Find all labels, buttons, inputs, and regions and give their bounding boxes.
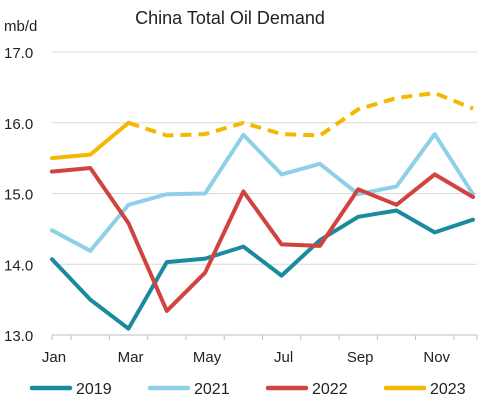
legend-label-2022: 2022 [312,381,348,398]
series-line-2022 [50,166,475,313]
series-line-2023-forecast [127,91,474,138]
series-line-2023-actual [50,120,131,161]
x-tick-label: Jan [42,349,66,366]
y-tick-label: 14.0 [4,257,33,274]
x-tick-label: Sep [347,349,374,366]
series-line-2019 [50,208,475,331]
x-tick-label: Jul [274,349,293,366]
x-tick-label: Mar [118,349,144,366]
y-axis-ticks: 13.0 14.0 15.0 16.0 17.0 [4,45,33,345]
legend-label-2021: 2021 [194,381,230,398]
y-axis-unit-label: mb/d [4,18,37,35]
y-tick-label: 15.0 [4,187,33,204]
series-lines [50,91,475,331]
chart-title: China Total Oil Demand [135,8,325,28]
x-axis: Jan Mar May Jul Sep Nov [42,334,478,366]
legend: 2019 2021 2022 2023 [29,381,466,398]
y-tick-label: 13.0 [4,328,33,345]
x-tick-label: Nov [423,349,450,366]
legend-label-2019: 2019 [76,381,112,398]
legend-label-2023: 2023 [430,381,466,398]
x-tick-label: May [193,349,222,366]
y-tick-label: 16.0 [4,116,33,133]
y-tick-label: 17.0 [4,45,33,62]
